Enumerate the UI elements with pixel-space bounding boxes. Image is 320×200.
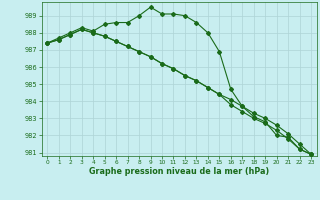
X-axis label: Graphe pression niveau de la mer (hPa): Graphe pression niveau de la mer (hPa) [89, 167, 269, 176]
